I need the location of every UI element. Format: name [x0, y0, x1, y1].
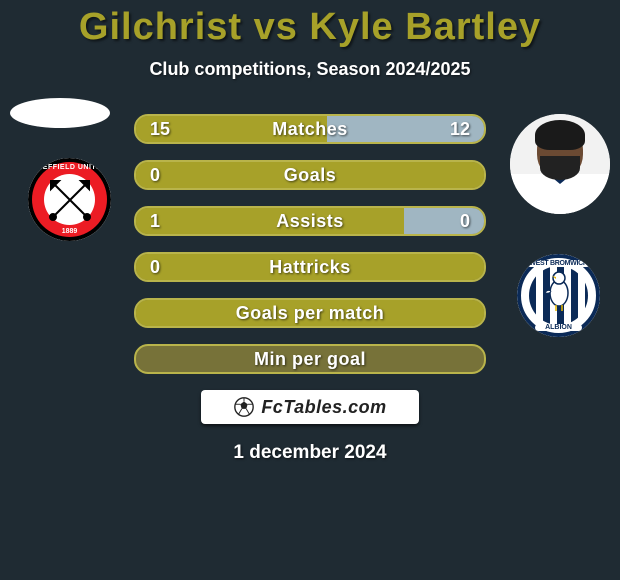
swords-icon	[44, 174, 95, 225]
comparison-content: SHEFFIELD UNITED 1889	[0, 114, 620, 464]
badge-left-text-top: SHEFFIELD UNITED	[28, 164, 111, 171]
stat-row: Matches15 12	[134, 114, 486, 144]
bar-label: Goals per match	[136, 300, 484, 326]
bar-value-left: 0	[150, 162, 160, 188]
bar-value-left: 15	[150, 116, 170, 142]
stat-row: Goals per match	[134, 298, 486, 328]
player-right-photo	[510, 114, 610, 214]
soccer-ball-icon	[233, 396, 255, 418]
bar-label: Assists	[136, 208, 484, 234]
page-subtitle: Club competitions, Season 2024/2025	[0, 59, 620, 80]
stat-row: Goals0	[134, 160, 486, 190]
bar-value-right: 12	[450, 116, 470, 142]
club-badge-left: SHEFFIELD UNITED 1889	[28, 158, 111, 241]
badge-right-text-top: WEST BROMWICH	[527, 260, 590, 267]
badge-left-text-bot: 1889	[28, 228, 111, 235]
stat-row: Assists1 0	[134, 206, 486, 236]
brand-text: FcTables.com	[261, 397, 386, 418]
page-title: Gilchrist vs Kyle Bartley	[0, 0, 620, 49]
bar-label: Matches	[136, 116, 484, 142]
bar-value-left: 1	[150, 208, 160, 234]
club-badge-right: WEST BROMWICH ALBION	[517, 254, 600, 337]
stat-row: Min per goal	[134, 344, 486, 374]
bar-label: Goals	[136, 162, 484, 188]
brand-box: FcTables.com	[201, 390, 419, 424]
bar-value-left: 0	[150, 254, 160, 280]
bar-value-right: 0	[460, 208, 470, 234]
date-text: 1 december 2024	[0, 442, 620, 464]
player-left-photo	[10, 98, 110, 128]
stat-bars: Matches1512Goals0Assists10Hattricks0Goal…	[134, 114, 486, 374]
bar-label: Hattricks	[136, 254, 484, 280]
bird-icon	[539, 269, 579, 318]
bar-label: Min per goal	[136, 346, 484, 372]
stat-row: Hattricks0	[134, 252, 486, 282]
badge-right-text-bot: ALBION	[535, 324, 582, 331]
